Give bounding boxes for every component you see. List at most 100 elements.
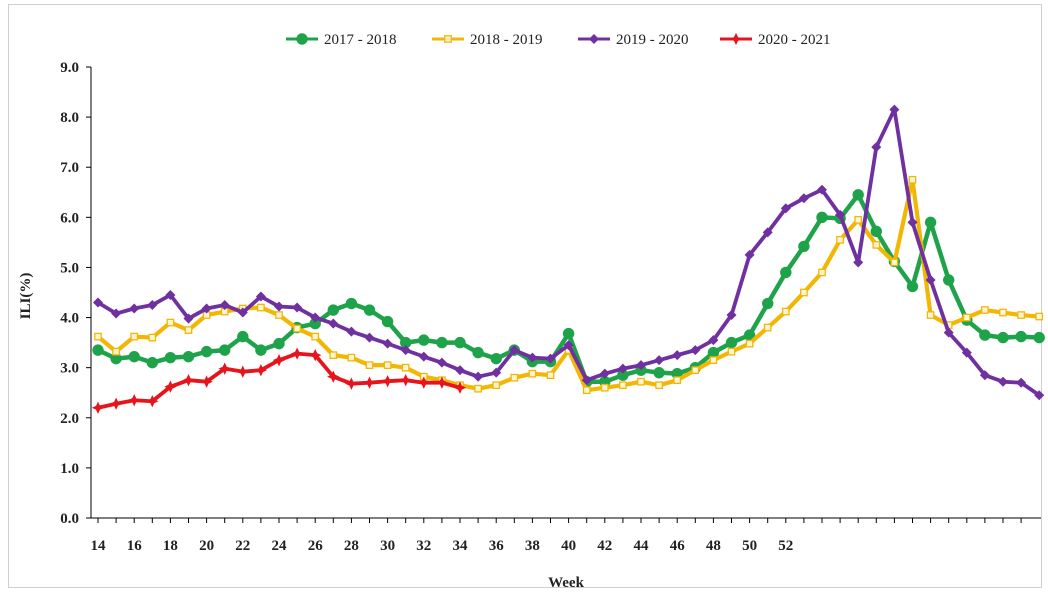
data-point bbox=[364, 332, 375, 343]
x-tick-label: 16 bbox=[127, 538, 143, 554]
data-point bbox=[562, 327, 575, 340]
legend-label: 2019 - 2020 bbox=[616, 32, 689, 48]
data-point bbox=[600, 383, 609, 392]
data-point bbox=[164, 380, 177, 393]
data-point bbox=[112, 347, 120, 356]
data-point bbox=[816, 184, 828, 195]
legend-swatch-marker bbox=[444, 35, 452, 43]
data-point bbox=[257, 303, 265, 312]
data-point bbox=[219, 344, 231, 356]
data-point bbox=[329, 351, 338, 359]
data-point bbox=[146, 395, 159, 408]
data-point bbox=[853, 257, 864, 268]
x-tick-label: 52 bbox=[778, 538, 793, 554]
data-point bbox=[708, 335, 719, 346]
data-point bbox=[417, 376, 430, 389]
x-tick-label: 44 bbox=[634, 538, 650, 554]
data-point bbox=[510, 373, 519, 382]
data-point bbox=[780, 266, 792, 279]
data-point bbox=[654, 355, 665, 366]
series-2017-2018 bbox=[92, 189, 1045, 388]
x-tick-label: 22 bbox=[235, 538, 250, 554]
data-point bbox=[92, 297, 104, 308]
data-point bbox=[255, 344, 267, 356]
legend-swatch-marker bbox=[296, 33, 308, 45]
data-point bbox=[148, 333, 157, 342]
y-tick-label: 6.0 bbox=[60, 210, 79, 226]
x-tick-label: 46 bbox=[670, 538, 686, 554]
data-point bbox=[979, 329, 991, 341]
data-point bbox=[1034, 390, 1045, 401]
data-point bbox=[111, 308, 122, 319]
data-point bbox=[200, 375, 213, 388]
data-point bbox=[418, 334, 430, 346]
data-point bbox=[346, 326, 357, 337]
data-point bbox=[219, 300, 230, 311]
data-point bbox=[1016, 377, 1027, 388]
data-point bbox=[147, 300, 158, 311]
data-point bbox=[581, 375, 592, 386]
data-point bbox=[311, 332, 320, 341]
data-point bbox=[273, 301, 285, 312]
data-point bbox=[854, 215, 863, 224]
data-point bbox=[94, 332, 102, 341]
data-point bbox=[273, 337, 285, 350]
data-point bbox=[852, 189, 864, 201]
legend-swatch-marker bbox=[729, 32, 743, 46]
data-point bbox=[472, 346, 484, 359]
data-point bbox=[236, 365, 249, 378]
legend-label: 2018 - 2019 bbox=[470, 32, 543, 48]
data-point bbox=[907, 217, 918, 228]
data-point bbox=[798, 240, 810, 253]
chart-frame bbox=[8, 4, 1042, 588]
series-2018-2019 bbox=[94, 175, 1044, 395]
data-point bbox=[237, 330, 249, 343]
y-axis-ticks: 0.0 1.0 2.0 3.0 4.0 5.0 6.0 7.0 8.0 9.0 bbox=[60, 60, 91, 527]
data-point bbox=[673, 376, 682, 385]
legend: 2017 - 2018 2018 - 2019 2019 - 2020 2020 - … bbox=[286, 32, 831, 48]
data-point bbox=[961, 347, 972, 358]
data-point bbox=[637, 377, 645, 386]
data-point bbox=[924, 216, 937, 229]
y-tick-label: 7.0 bbox=[60, 160, 79, 176]
data-point bbox=[762, 227, 773, 238]
data-point bbox=[183, 313, 194, 324]
data-point bbox=[109, 397, 123, 410]
x-tick-label: 26 bbox=[308, 538, 324, 554]
legend-entry: 2020 - 2021 bbox=[720, 32, 831, 48]
data-point bbox=[835, 209, 846, 220]
data-point bbox=[453, 381, 467, 394]
data-point bbox=[327, 304, 339, 316]
data-point bbox=[164, 351, 177, 364]
series-2019-2020 bbox=[92, 104, 1045, 401]
x-tick-label: 42 bbox=[597, 538, 612, 554]
data-point bbox=[363, 304, 376, 316]
data-point bbox=[490, 352, 502, 365]
series-2020-2021 bbox=[91, 347, 467, 414]
data-point bbox=[435, 376, 449, 389]
data-point bbox=[872, 241, 881, 249]
data-point bbox=[292, 302, 303, 313]
data-point bbox=[836, 236, 844, 244]
data-point bbox=[92, 344, 104, 356]
y-tick-label: 5.0 bbox=[60, 260, 79, 276]
data-point bbox=[182, 350, 195, 363]
data-point bbox=[436, 336, 448, 349]
data-point bbox=[182, 374, 195, 387]
data-point bbox=[255, 291, 266, 302]
data-point bbox=[345, 297, 358, 310]
data-point bbox=[871, 142, 882, 153]
data-point bbox=[293, 324, 301, 333]
data-point bbox=[1033, 331, 1045, 344]
data-point bbox=[726, 310, 737, 321]
data-point bbox=[383, 361, 392, 370]
data-point bbox=[365, 361, 374, 370]
data-point bbox=[619, 381, 627, 390]
data-point bbox=[655, 381, 663, 390]
data-point bbox=[473, 371, 484, 382]
legend-label: 2017 - 2018 bbox=[324, 32, 397, 48]
x-tick-label: 24 bbox=[272, 538, 288, 554]
data-point bbox=[744, 249, 755, 260]
data-point bbox=[943, 327, 954, 338]
